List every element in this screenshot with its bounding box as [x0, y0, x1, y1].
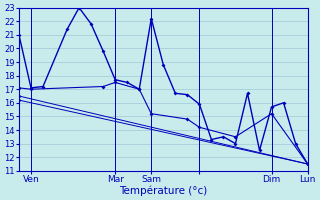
X-axis label: Température (°c): Température (°c)	[119, 185, 207, 196]
